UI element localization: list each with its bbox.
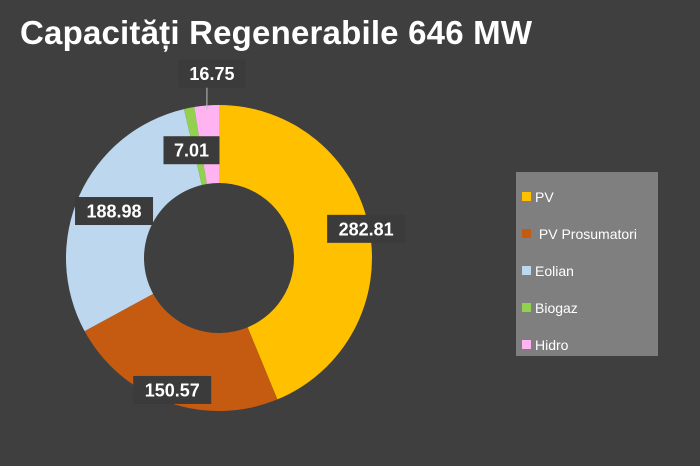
legend-label: PV Prosumatori [535,225,637,242]
chart-title: Capacități Regenerabile 646 MW [20,14,533,51]
data-label-hidro: 16.75 [178,59,246,88]
legend-item-biogaz: Biogaz [522,289,658,326]
chart-legend: PV PV Prosumatori Eolian Biogaz Hidro [516,172,658,356]
data-label-pv: 282.81 [327,214,406,243]
legend-item-pv: PV [522,178,658,215]
donut-slice-pv-prosumatori [84,293,278,412]
legend-label: Hidro [535,336,569,353]
data-label-text: 188.98 [87,202,142,222]
data-label-text: 16.75 [189,64,234,84]
legend-label: PV [535,188,554,205]
legend-item-eolian: Eolian [522,252,658,289]
legend-label: Eolian [535,262,574,279]
legend-swatch [522,192,531,201]
legend-item-pv-prosumatori: PV Prosumatori [522,215,658,252]
legend-swatch [522,340,531,349]
data-label-box [163,136,220,165]
data-label-box [75,197,154,226]
legend-label: Biogaz [535,299,578,316]
data-label-box [178,59,246,88]
legend-item-hidro: Hidro [522,326,658,363]
data-label-eolian: 188.98 [75,197,154,226]
data-label-pv-prosumatori: 150.57 [133,375,212,404]
data-label-box [327,214,406,243]
data-label-box [133,375,212,404]
legend-swatch [522,303,531,312]
legend-swatch [522,229,531,238]
data-label-text: 150.57 [145,380,200,400]
legend-swatch [522,266,531,275]
donut-slice-pv [219,105,373,400]
data-label-text: 7.01 [174,141,209,161]
data-label-text: 282.81 [339,219,394,239]
data-label-biogaz: 7.01 [163,136,220,165]
